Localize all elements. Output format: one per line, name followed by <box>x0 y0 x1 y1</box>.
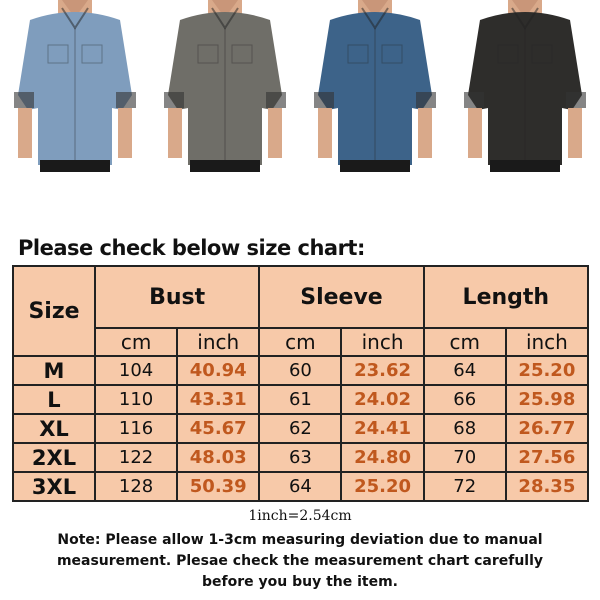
black-denim-shirt <box>450 0 600 172</box>
inch-cell: 50.39 <box>176 471 261 502</box>
inch-cell: 24.02 <box>340 384 425 415</box>
light-blue-denim-shirt <box>0 0 150 172</box>
sleeve-header: Sleeve <box>258 265 425 329</box>
inch-cell: 40.94 <box>176 355 261 386</box>
cm-cell: 60 <box>258 355 343 386</box>
inch-cell: 28.35 <box>504 471 590 502</box>
size-cell: XL <box>12 413 96 444</box>
inch-cell: 26.77 <box>504 413 590 444</box>
cm-cell: 62 <box>258 413 343 444</box>
bust-header: Bust <box>93 265 261 329</box>
inch-cell: 48.03 <box>176 442 261 473</box>
measurement-note: Note: Please allow 1-3cm measuring devia… <box>56 532 544 590</box>
unit-header: cm <box>422 327 507 357</box>
size-chart-table: Size Bust Sleeve Length cm inch cm inch cm in… <box>12 265 590 502</box>
cm-cell: 110 <box>93 384 179 415</box>
size-header: Size <box>12 265 96 357</box>
inch-cell: 25.20 <box>340 471 425 502</box>
blue-denim-shirt <box>300 0 450 172</box>
inch-cell: 24.41 <box>340 413 425 444</box>
inch-cell: 45.67 <box>176 413 261 444</box>
inch-cell: 25.98 <box>504 384 590 415</box>
cm-cell: 63 <box>258 442 343 473</box>
size-cell: M <box>12 355 96 386</box>
table-row: 3XL 128 50.39 64 25.20 72 28.35 <box>12 471 590 502</box>
inch-cell: 23.62 <box>340 355 425 386</box>
cm-cell: 128 <box>93 471 179 502</box>
unit-header: inch <box>340 327 425 357</box>
product-photos <box>0 0 600 172</box>
table-row: M 104 40.94 60 23.62 64 25.20 <box>12 355 590 386</box>
size-cell: 2XL <box>12 442 96 473</box>
cm-cell: 64 <box>422 355 507 386</box>
cm-cell: 70 <box>422 442 507 473</box>
cm-cell: 116 <box>93 413 179 444</box>
cm-cell: 68 <box>422 413 507 444</box>
unit-header: cm <box>258 327 343 357</box>
cm-cell: 61 <box>258 384 343 415</box>
page-title: Please check below size chart: <box>18 236 365 260</box>
unit-header: cm <box>93 327 179 357</box>
table-row: L 110 43.31 61 24.02 66 25.98 <box>12 384 590 415</box>
cm-cell: 122 <box>93 442 179 473</box>
unit-header: inch <box>504 327 590 357</box>
length-header: Length <box>422 265 590 329</box>
inch-cell: 24.80 <box>340 442 425 473</box>
table-row: XL 116 45.67 62 24.41 68 26.77 <box>12 413 590 444</box>
table-row: 2XL 122 48.03 63 24.80 70 27.56 <box>12 442 590 473</box>
inch-cell: 27.56 <box>504 442 590 473</box>
conversion-note: 1inch=2.54cm <box>248 508 352 524</box>
cm-cell: 104 <box>93 355 179 386</box>
inch-cell: 25.20 <box>504 355 590 386</box>
cm-cell: 64 <box>258 471 343 502</box>
unit-header: inch <box>176 327 261 357</box>
cm-cell: 66 <box>422 384 507 415</box>
size-cell: 3XL <box>12 471 96 502</box>
size-cell: L <box>12 384 96 415</box>
inch-cell: 43.31 <box>176 384 261 415</box>
cm-cell: 72 <box>422 471 507 502</box>
gray-denim-shirt <box>150 0 300 172</box>
